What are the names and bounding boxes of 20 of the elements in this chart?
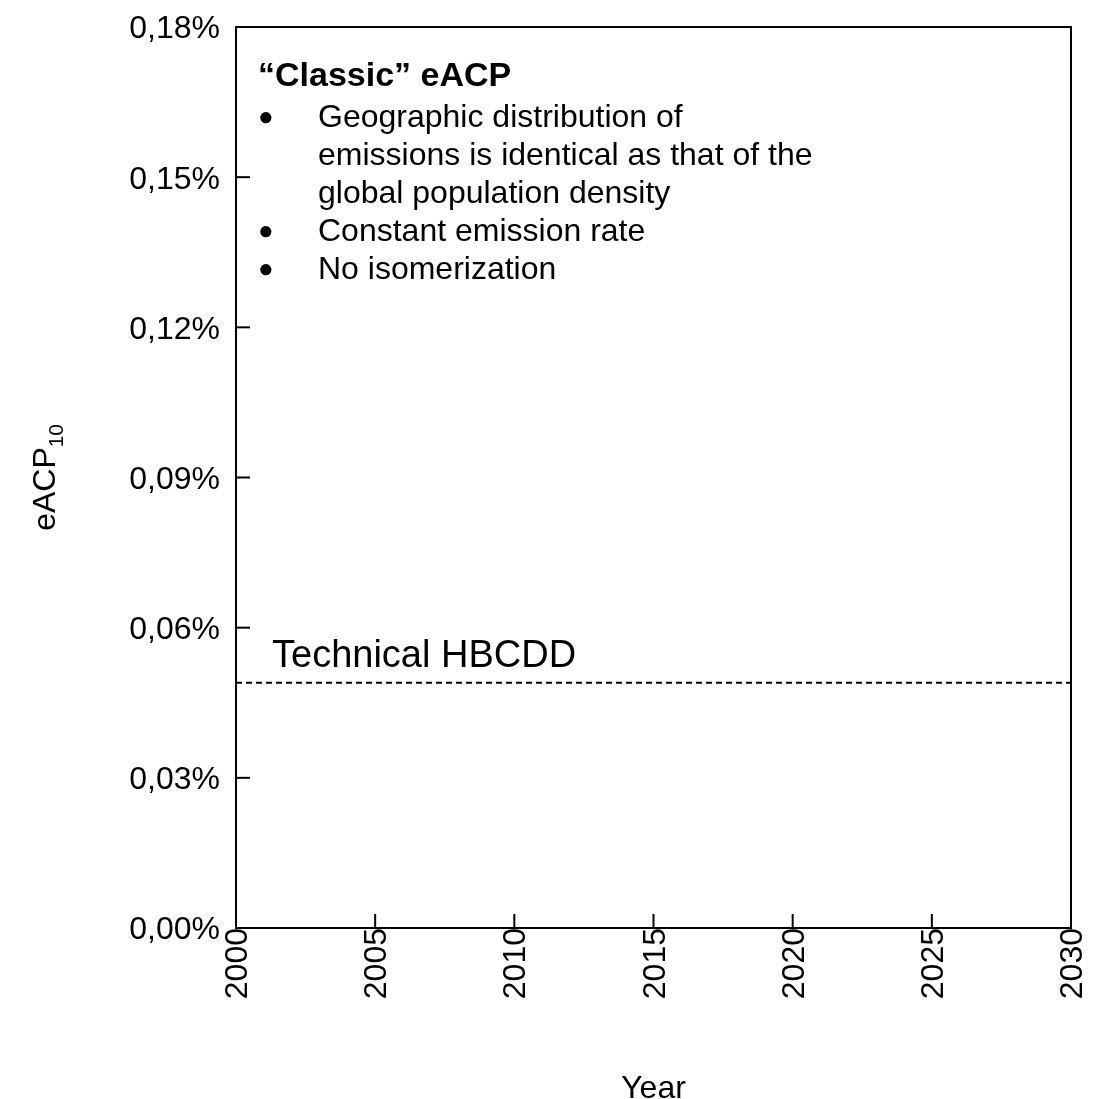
- y-tick-label: 0,09%: [129, 459, 220, 496]
- y-tick-label: 0,00%: [129, 910, 220, 947]
- ref-line-label: Technical HBCDD: [272, 632, 577, 675]
- annotation: “Classic” eACP: [258, 55, 513, 93]
- y-tick-label: 0,06%: [129, 610, 220, 647]
- text: ● No isomerization: [258, 250, 557, 286]
- y-tick-label: 0,12%: [129, 309, 220, 346]
- y-tick-label: 0,18%: [129, 9, 220, 46]
- x-tick-label: 2030: [1053, 928, 1089, 1000]
- y-tick-label: 0,03%: [129, 760, 220, 797]
- text: ● Constant emission rate: [258, 212, 646, 248]
- x-tick-label: 2015: [635, 928, 672, 1000]
- x-tick-label: 2000: [218, 928, 254, 1000]
- text: ● Geographic distribution of emissions is identical as that of the global population density: [258, 98, 813, 210]
- x-tick-label: 2010: [496, 928, 533, 1000]
- x-tick-label: 2020: [774, 928, 811, 1000]
- x-tick-label: 2005: [357, 928, 394, 1000]
- y-tick-label: 0,15%: [129, 159, 220, 196]
- x-axis-title: Year: [621, 1069, 687, 1099]
- x-tick-label: 2025: [913, 928, 950, 1000]
